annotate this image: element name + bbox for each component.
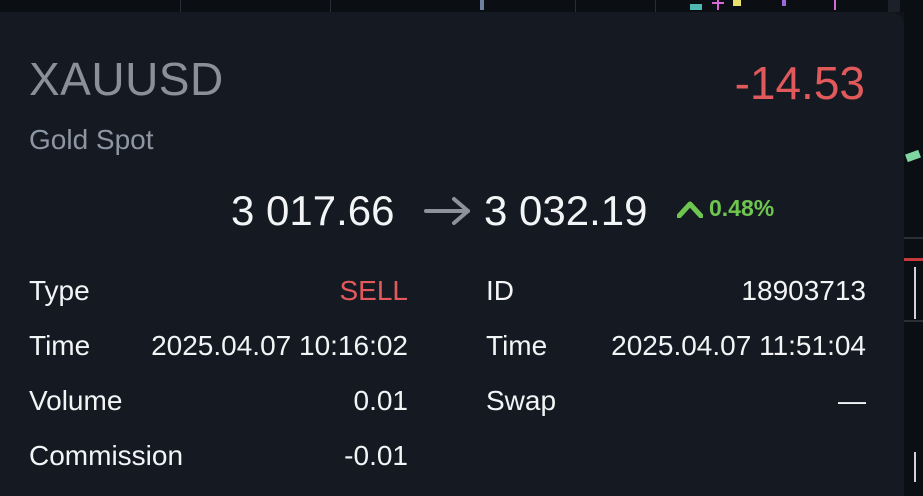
chart-candle [782,0,786,6]
chart-candle [690,4,702,10]
chart-gridline [330,0,331,12]
price-line: 3 017.66 3 032.19 [0,190,904,236]
chart-candle [888,0,900,12]
chart-candle [717,0,719,10]
detail-label: ID [486,275,514,306]
chart-candle [905,149,921,163]
change-percent: 0.48% [709,195,775,221]
chart-gridline [904,320,923,322]
symbol-title: XAUUSD [29,53,224,105]
detail-value-commission: -0.01 [344,440,408,471]
chart-gridline [904,237,923,239]
detail-row-type: Type SELL [29,274,408,308]
detail-row-commission: Commission -0.01 [29,439,408,473]
detail-row-volume: Volume 0.01 [29,384,408,418]
detail-row-open-time: Time 2025.04.07 10:16:02 [29,329,408,363]
chart-background-right [904,12,923,496]
detail-label: Swap [486,385,557,416]
chart-gridline [655,0,656,12]
detail-label: Volume [29,385,123,416]
detail-value-swap: — [838,385,866,416]
chart-candle [914,452,916,482]
position-details-panel [0,12,904,496]
detail-value-close-time: 2025.04.07 11:51:04 [611,330,866,361]
chart-candle [914,267,916,319]
detail-label: Time [29,330,91,361]
open-price: 3 017.66 [231,187,395,234]
chart-gridline [180,0,181,12]
chart-candle [480,0,484,10]
detail-value-type: SELL [339,275,409,306]
detail-label: Type [29,275,90,306]
detail-value-open-time: 2025.04.07 10:16:02 [151,330,408,361]
chart-gridline [575,0,576,12]
chart-candle [834,0,836,10]
chart-price-line [904,258,923,261]
detail-label: Commission [29,440,184,471]
triangle-up-icon [677,201,703,218]
detail-value-id: 18903713 [741,275,866,306]
symbol-description: Gold Spot [29,124,154,155]
arrow-right-icon [424,197,470,225]
detail-label: Time [486,330,548,361]
chart-background-top [0,0,923,12]
detail-value-volume: 0.01 [353,385,409,416]
detail-row-id: ID 18903713 [486,274,866,308]
chart-candle [733,0,741,6]
profit-value: -14.53 [734,57,865,109]
close-price: 3 032.19 [484,187,648,234]
detail-row-close-time: Time 2025.04.07 11:51:04 [486,329,866,363]
detail-row-swap: Swap — [486,384,866,418]
